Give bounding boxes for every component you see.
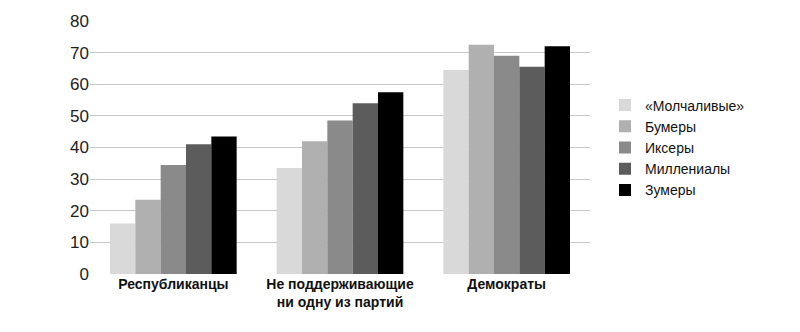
svg-text:10: 10 (70, 233, 89, 252)
svg-text:0: 0 (80, 265, 89, 284)
svg-text:Демократы: Демократы (467, 276, 546, 292)
svg-text:60: 60 (70, 75, 89, 94)
svg-text:Зумеры: Зумеры (645, 182, 696, 198)
svg-text:Иксеры: Иксеры (645, 140, 694, 156)
svg-text:80: 80 (70, 12, 89, 31)
svg-text:30: 30 (70, 170, 89, 189)
svg-text:40: 40 (70, 138, 89, 157)
svg-text:«Молчаливые»: «Молчаливые» (645, 98, 744, 114)
svg-text:20: 20 (70, 202, 89, 221)
svg-text:Бумеры: Бумеры (645, 119, 696, 135)
svg-text:Республиканцы: Республиканцы (118, 276, 228, 292)
svg-text:50: 50 (70, 107, 89, 126)
svg-text:70: 70 (70, 44, 89, 63)
svg-text:Миллениалы: Миллениалы (645, 161, 730, 177)
svg-text:Не поддерживающиени одну из па: Не поддерживающиени одну из партий (266, 276, 414, 310)
